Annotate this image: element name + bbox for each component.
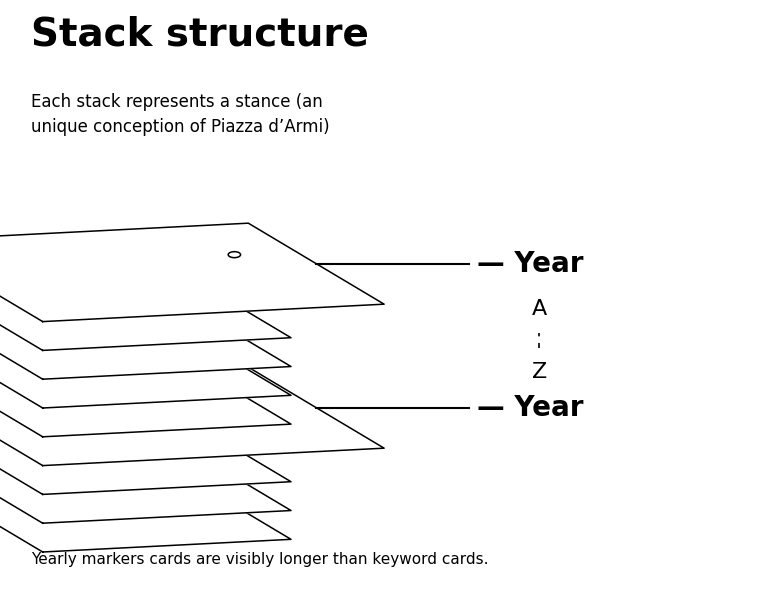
Polygon shape — [0, 286, 291, 379]
Polygon shape — [0, 343, 291, 437]
Polygon shape — [0, 401, 291, 494]
Text: Each stack represents a stance (an
unique conception of Piazza d’Armi): Each stack represents a stance (an uniqu… — [31, 93, 330, 136]
Polygon shape — [0, 257, 291, 350]
Text: Z: Z — [532, 362, 547, 382]
Polygon shape — [0, 314, 291, 408]
Text: — Year: — Year — [477, 250, 584, 278]
Ellipse shape — [228, 251, 241, 257]
Text: A: A — [532, 299, 547, 319]
Polygon shape — [0, 223, 384, 322]
Text: Stack structure: Stack structure — [31, 15, 369, 53]
Text: — Year: — Year — [477, 394, 584, 422]
Polygon shape — [0, 367, 384, 466]
Polygon shape — [0, 458, 291, 552]
Polygon shape — [0, 430, 291, 523]
Text: Yearly markers cards are visibly longer than keyword cards.: Yearly markers cards are visibly longer … — [31, 552, 489, 567]
